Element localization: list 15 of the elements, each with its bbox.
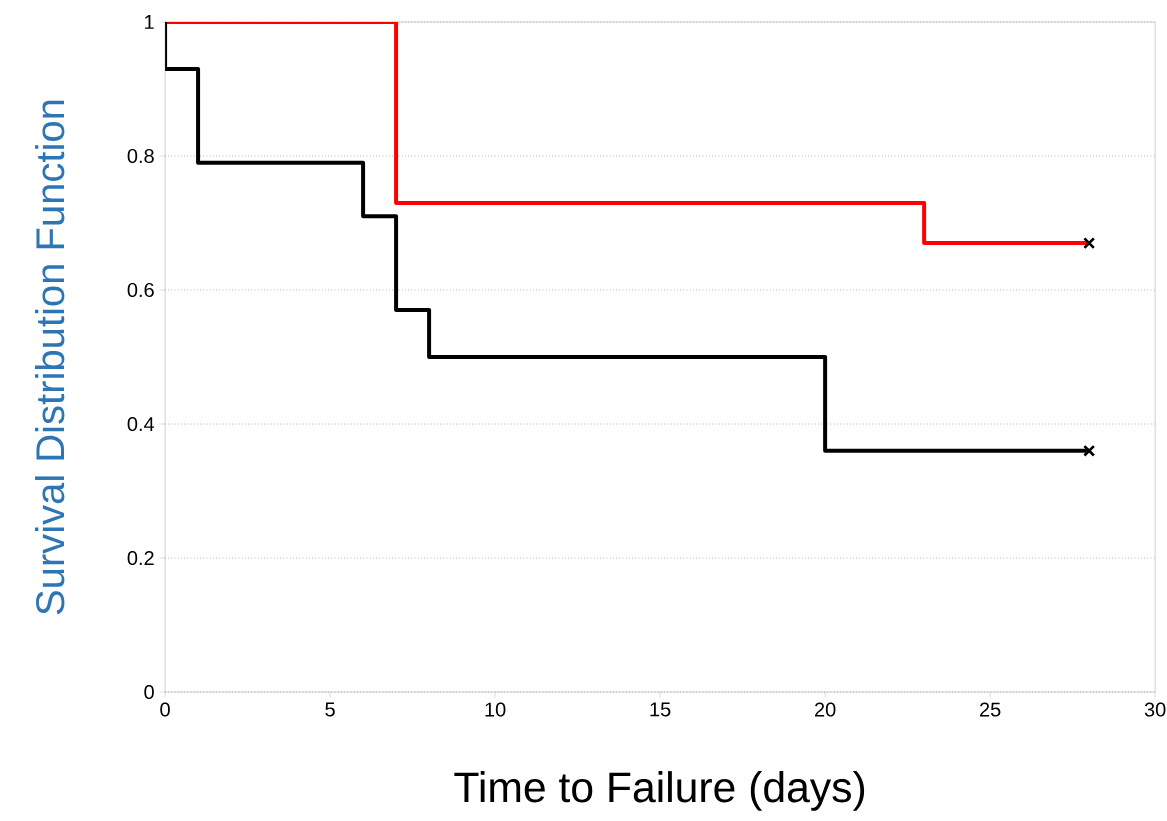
- x-tick-label: 5: [325, 702, 335, 717]
- x-tick-label: 20: [815, 702, 836, 717]
- y-tick-label: 1: [145, 15, 154, 29]
- y-tick-label: 0.4: [127, 416, 155, 432]
- x-axis-title: Time to Failure (days): [454, 771, 865, 811]
- y-axis-title: Survival Distribution Function: [35, 100, 65, 615]
- x-tick-label: 0: [160, 702, 170, 717]
- y-tick-label: 0.2: [127, 550, 154, 566]
- y-tick-label: 0.6: [127, 282, 154, 298]
- y-tick-label: 0: [144, 684, 154, 700]
- y-tick-label: 0.8: [127, 148, 154, 164]
- x-tick-label: 30: [1144, 702, 1166, 717]
- x-tick-label: 25: [980, 702, 1001, 717]
- x-tick-label: 15: [650, 702, 671, 717]
- x-tick-label: 10: [485, 702, 506, 717]
